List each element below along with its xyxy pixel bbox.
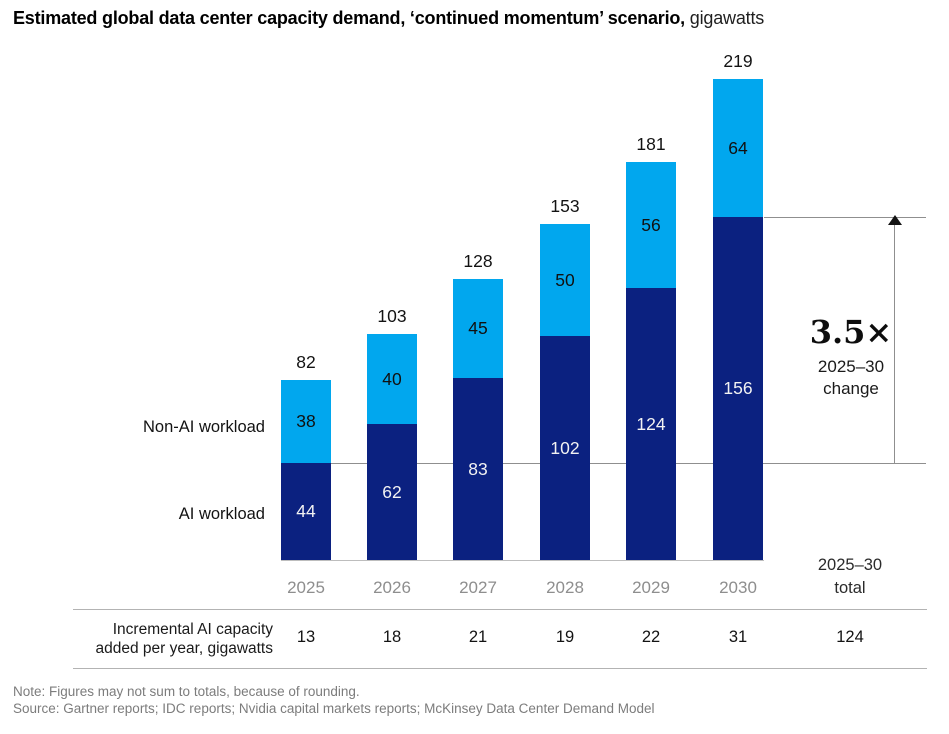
bar-2029-non-ai-segment: 56 <box>626 162 676 288</box>
x-axis-label-2025: 2025 <box>287 578 325 597</box>
table-value-2026: 18 <box>382 628 402 646</box>
bar-2028-non-ai-segment: 50 <box>540 224 590 336</box>
reference-line-2030-ai-level <box>764 217 926 218</box>
bar-2027-total-label: 128 <box>463 251 493 271</box>
table-row-label-line2: added per year, gigawatts <box>95 640 273 657</box>
ai-segment-value: 124 <box>636 413 666 434</box>
bar-2026-total-label: 103 <box>377 306 407 326</box>
non-ai-segment-value: 38 <box>296 411 316 431</box>
ai-segment-value: 62 <box>382 481 402 502</box>
note-text: Note: Figures may not sum to totals, bec… <box>13 684 360 699</box>
chart-title: Estimated global data center capacity de… <box>13 8 764 29</box>
x-axis-baseline <box>281 560 764 561</box>
bar-2028-ai-segment: 102 <box>540 336 590 560</box>
x-axis-label-2028: 2028 <box>546 578 584 597</box>
non-ai-segment-value: 50 <box>555 269 575 290</box>
table-total-header-line1: 2025–30 <box>817 556 883 574</box>
table-value-2029: 22 <box>641 628 661 646</box>
ai-segment-value: 83 <box>468 458 488 479</box>
bar-2030-non-ai-segment: 64 <box>713 79 763 217</box>
bar-2030-ai-segment: 156 <box>713 217 763 560</box>
table-value-2030: 31 <box>728 628 748 646</box>
bar-2028-total-label: 153 <box>550 196 580 216</box>
chart-title-main: Estimated global data center capacity de… <box>13 8 685 28</box>
non-ai-segment-value: 64 <box>728 137 748 158</box>
bar-2025-total-label: 82 <box>296 352 316 372</box>
bar-2030-total-label: 219 <box>723 51 753 71</box>
growth-period: 2025–30 <box>817 357 885 376</box>
non-ai-segment-value: 45 <box>468 318 488 338</box>
non-ai-segment-value: 40 <box>382 368 402 389</box>
bar-2025-non-ai-segment: 38 <box>281 380 331 463</box>
ai-segment-value: 156 <box>723 378 753 398</box>
bar-2025-ai-segment: 44 <box>281 463 331 560</box>
source-text: Source: Gartner reports; IDC reports; Nv… <box>13 701 655 716</box>
table-value-2028: 19 <box>555 628 575 646</box>
legend-label-ai-workload: AI workload <box>178 505 265 523</box>
chart-title-unit: gigawatts <box>689 8 765 28</box>
x-axis-label-2030: 2030 <box>719 578 757 597</box>
ai-segment-value: 102 <box>550 437 580 458</box>
bar-2026-non-ai-segment: 40 <box>367 334 417 424</box>
x-axis-label-2026: 2026 <box>373 578 411 597</box>
x-axis-label-2027: 2027 <box>459 578 497 597</box>
bar-2027-non-ai-segment: 45 <box>453 279 503 378</box>
table-value-2027: 21 <box>468 628 488 646</box>
table-total-header-line2: total <box>834 579 866 597</box>
growth-multiplier: 3.5× <box>809 313 893 351</box>
non-ai-segment-value: 56 <box>641 214 661 235</box>
table-rule-top <box>73 609 927 610</box>
x-axis-label-2029: 2029 <box>632 578 670 597</box>
bar-2029-ai-segment: 124 <box>626 288 676 560</box>
ai-segment-value: 44 <box>296 501 316 521</box>
table-rule-bottom <box>73 668 927 669</box>
bar-2027-ai-segment: 83 <box>453 378 503 560</box>
table-total-value: 124 <box>836 628 864 646</box>
bar-2026-ai-segment: 62 <box>367 424 417 560</box>
table-row-label: Incremental AI capacity added per year, … <box>50 620 273 658</box>
table-value-2025: 13 <box>296 628 316 646</box>
table-row-label-line1: Incremental AI capacity <box>112 621 273 638</box>
bar-2029-total-label: 181 <box>636 134 666 154</box>
growth-word: change <box>823 379 879 398</box>
legend-label-non-ai-workload: Non-AI workload <box>143 418 265 436</box>
growth-annotation: 3.5× 2025–30 change <box>780 314 922 400</box>
growth-arrow-shaft <box>894 223 895 463</box>
growth-arrow-head-icon <box>888 215 902 225</box>
table-total-column-header: 2025–30 total <box>805 554 895 600</box>
